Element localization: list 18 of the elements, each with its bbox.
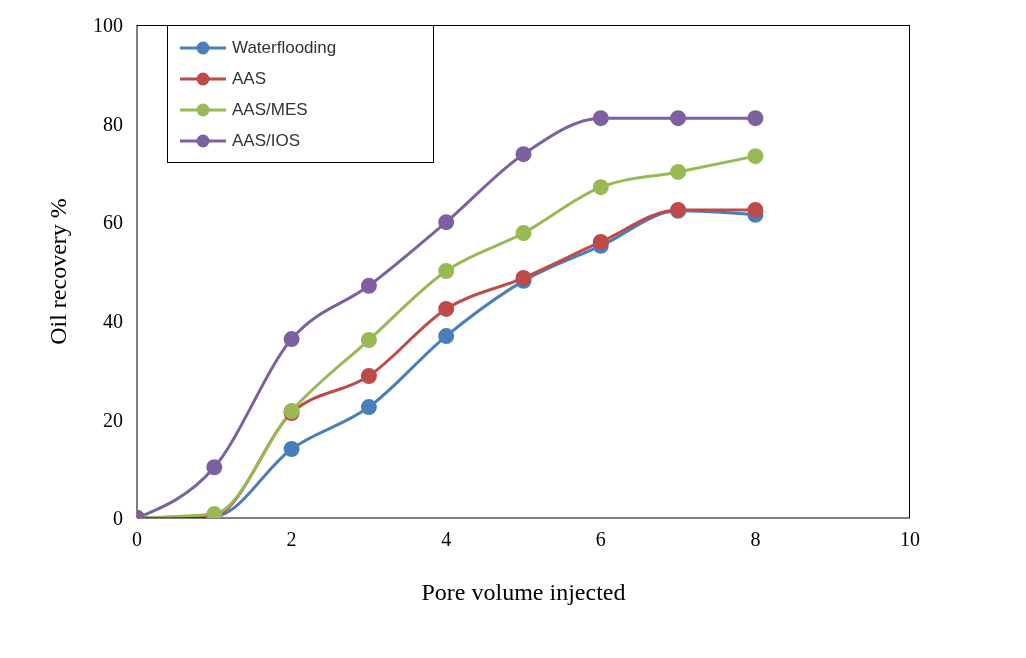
x-tick-label: 10 <box>900 528 920 551</box>
legend-label: AAS/MES <box>232 99 308 120</box>
x-tick-label: 0 <box>132 528 142 551</box>
y-tick-label: 40 <box>103 309 123 332</box>
y-tick-label: 60 <box>103 211 123 234</box>
legend-label: AAS <box>232 68 267 89</box>
x-tick-label: 6 <box>595 528 606 551</box>
x-axis-title: Pore volume injected <box>421 579 626 605</box>
legend-label: AAS/IOS <box>232 130 301 151</box>
y-tick-label: 80 <box>103 112 123 135</box>
y-axis-title: Oil recovery % <box>44 198 71 345</box>
x-tick-label: 2 <box>286 528 297 551</box>
x-tick-label: 4 <box>441 528 452 551</box>
legend-label: Waterflooding <box>232 37 337 58</box>
y-tick-label: 100 <box>93 14 123 37</box>
y-tick-label: 20 <box>103 408 123 431</box>
x-tick-label: 8 <box>750 528 761 551</box>
y-tick-label: 0 <box>113 507 123 530</box>
